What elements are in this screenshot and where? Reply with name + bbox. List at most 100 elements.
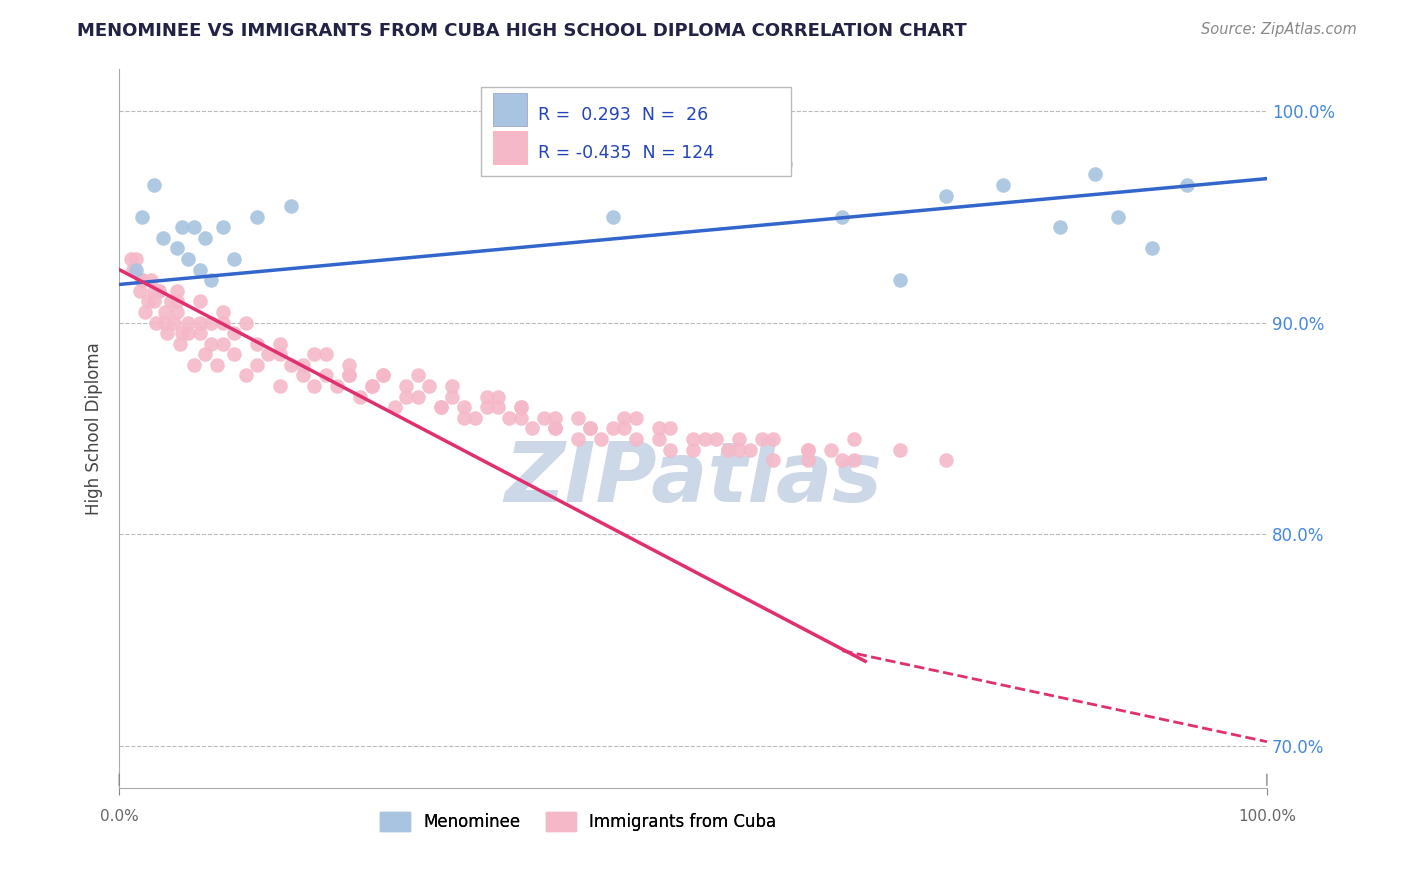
Point [889,442,911,457]
Point [441,390,464,404]
Text: R = -0.435  N = 124: R = -0.435 N = 124 [538,144,714,162]
Point [235,316,257,330]
Point [624,432,647,446]
Point [602,421,624,435]
Point [134,305,156,319]
Text: Source: ZipAtlas.com: Source: ZipAtlas.com [1201,22,1357,37]
Point [1175,178,1198,192]
Point [166,305,188,319]
Point [131,273,153,287]
Point [280,199,302,213]
Point [120,252,142,266]
Point [659,442,682,457]
Text: 100.0%: 100.0% [1237,809,1296,824]
Point [613,421,636,435]
Point [246,358,269,372]
Point [280,358,302,372]
Point [188,262,211,277]
Point [373,368,395,383]
Point [163,316,186,330]
Point [222,347,245,361]
Point [624,410,647,425]
Point [142,294,165,309]
Point [200,273,222,287]
Point [740,442,762,457]
Point [131,273,153,287]
Point [935,453,957,467]
Point [166,242,188,256]
Point [269,347,291,361]
Point [142,284,165,298]
Point [269,379,291,393]
Point [166,284,188,298]
Point [510,410,533,425]
Point [141,273,163,287]
Point [578,421,600,435]
Point [659,421,682,435]
Point [211,220,233,235]
Point [360,379,382,393]
Point [148,284,170,298]
Point [315,368,337,383]
Point [544,410,567,425]
Point [291,358,314,372]
Point [613,410,636,425]
Point [235,368,257,383]
Point [522,421,544,435]
Y-axis label: High School Diploma: High School Diploma [86,342,103,515]
Point [567,432,589,446]
Point [831,453,853,467]
Point [406,368,429,383]
Point [304,347,326,361]
Point [1140,242,1163,256]
Point [200,336,222,351]
Point [188,316,211,330]
Point [153,316,176,330]
Point [337,368,360,383]
Point [188,326,211,340]
Point [762,453,785,467]
Point [991,178,1014,192]
Point [567,410,589,425]
Point [160,294,183,309]
Text: R =  0.293  N =  26: R = 0.293 N = 26 [538,106,709,124]
Point [429,401,451,415]
Point [728,432,751,446]
Point [131,210,153,224]
Point [222,252,245,266]
Point [602,210,624,224]
Point [797,442,820,457]
Point [337,358,360,372]
Point [373,368,395,383]
Point [129,284,152,298]
Point [842,453,865,467]
Point [762,432,785,446]
Point [510,401,533,415]
Point [751,432,773,446]
Point [211,336,233,351]
Point [797,442,820,457]
Point [156,326,179,340]
Point [498,410,520,425]
Point [384,401,406,415]
Legend: Menominee, Immigrants from Cuba: Menominee, Immigrants from Cuba [374,805,783,838]
Point [820,442,842,457]
Point [148,284,170,298]
Point [773,157,796,171]
Text: ZIPatlas: ZIPatlas [505,438,882,519]
Point [246,336,269,351]
Point [125,252,148,266]
Point [326,379,349,393]
Point [188,294,211,309]
Point [797,453,820,467]
Point [183,358,205,372]
Point [475,401,498,415]
FancyBboxPatch shape [494,131,527,164]
Point [682,442,704,457]
Point [544,421,567,435]
Point [578,421,600,435]
Point [475,390,498,404]
Point [510,401,533,415]
Point [544,421,567,435]
Point [1084,167,1107,181]
